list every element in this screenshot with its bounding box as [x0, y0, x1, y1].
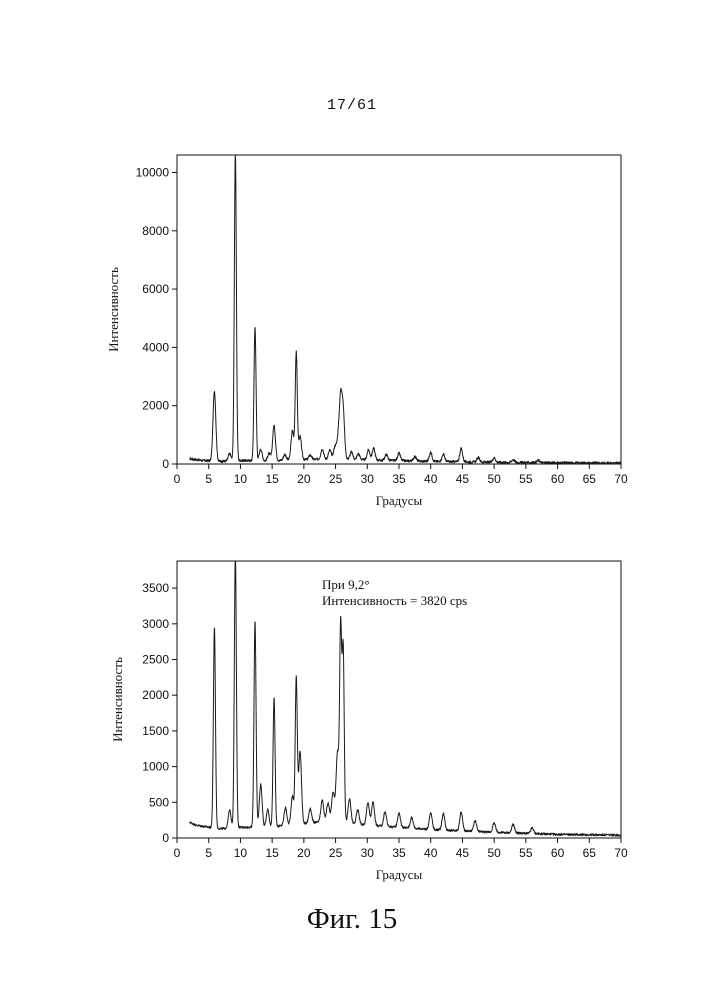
peak-point: [310, 459, 311, 460]
peak-point: [338, 446, 339, 447]
y-tick-label: 2500: [142, 653, 169, 667]
x-tick-label: 35: [392, 472, 406, 486]
y-tick-label: 10000: [136, 165, 170, 179]
chart-2: 0 5 10 15 20 25 30 35 40 45 50 55 60 65 70 0 500 1000 1500…: [110, 561, 628, 883]
x-tick-label: 5: [205, 472, 212, 486]
peak-point: [329, 455, 330, 456]
y-tick-label: 3500: [142, 581, 169, 595]
peak-point: [399, 456, 400, 457]
annotation: Интенсивность = 3820 cps: [322, 593, 467, 608]
peak-point: [327, 820, 328, 821]
peak-point: [267, 820, 268, 821]
y-tick-label: 2000: [142, 688, 169, 702]
x-tick-label: 15: [265, 846, 279, 860]
x-tick-label: 45: [456, 846, 470, 860]
y-tick-label: 8000: [142, 224, 169, 238]
x-tick-label: 35: [392, 846, 406, 860]
peak-point: [333, 809, 334, 810]
peak-point: [229, 820, 230, 821]
x-tick-label: 20: [297, 846, 311, 860]
peak-point: [349, 814, 350, 815]
peak-point: [475, 827, 476, 828]
peak-point: [411, 827, 412, 828]
peak-point: [340, 407, 341, 408]
figure-caption: Фиг. 15: [0, 903, 704, 936]
y-tick-label: 4000: [142, 340, 169, 354]
x-tick-label: 65: [583, 846, 597, 860]
y-tick-label: 6000: [142, 282, 169, 296]
x-tick-label: 30: [361, 472, 375, 486]
peak-point: [399, 823, 400, 824]
peak-point: [461, 819, 462, 820]
peak-point: [285, 820, 286, 821]
diffraction-trace: [190, 155, 621, 464]
peak-point: [322, 453, 323, 454]
x-tick-label: 55: [519, 472, 533, 486]
x-tick-label: 25: [329, 846, 343, 860]
y-tick-label: 1500: [142, 724, 169, 738]
peak-point: [284, 458, 285, 459]
peak-point: [300, 440, 301, 441]
peak-point: [351, 456, 352, 457]
peak-point: [229, 456, 230, 457]
peak-point: [513, 829, 514, 830]
x-axis-title: Градусы: [376, 867, 423, 882]
peak-point: [268, 456, 269, 457]
x-tick-label: 10: [234, 472, 248, 486]
y-tick-label: 0: [162, 457, 169, 471]
chart-1: 0 5 10 15 20 25 30 35 40 45 50 55 60 65 70 0 2000 4000 600…: [106, 155, 628, 509]
x-tick-label: 70: [614, 472, 628, 486]
peak-point: [260, 795, 261, 796]
peak-point: [532, 832, 533, 833]
y-tick-label: 1000: [142, 760, 169, 774]
peak-point: [358, 458, 359, 459]
peak-point: [300, 764, 301, 765]
x-tick-label: 0: [174, 846, 181, 860]
x-tick-label: 60: [551, 472, 565, 486]
plot-frame: [177, 155, 621, 464]
x-tick-label: 20: [297, 472, 311, 486]
peak-point: [494, 828, 495, 829]
x-tick-label: 0: [174, 472, 181, 486]
y-tick-label: 2000: [142, 399, 169, 413]
x-tick-label: 50: [487, 472, 501, 486]
x-tick-label: 40: [424, 472, 438, 486]
peak-point: [386, 458, 387, 459]
peak-point: [385, 823, 386, 824]
y-axis-title: Интенсивность: [106, 267, 121, 352]
annotation: При 9,2°: [322, 577, 370, 592]
x-tick-label: 40: [424, 846, 438, 860]
x-tick-label: 55: [519, 846, 533, 860]
peak-point: [373, 452, 374, 453]
x-axis-title: Градусы: [376, 493, 423, 508]
y-axis-title: Интенсивность: [110, 657, 125, 742]
peak-point: [443, 456, 444, 457]
peak-point: [337, 770, 338, 771]
peak-point: [414, 459, 415, 460]
y-tick-label: 3000: [142, 617, 169, 631]
x-tick-label: 50: [487, 846, 501, 860]
x-tick-label: 30: [361, 846, 375, 860]
peak-point: [367, 815, 368, 816]
peak-point: [357, 823, 358, 824]
peak-point: [368, 453, 369, 454]
peak-point: [372, 814, 373, 815]
peak-point: [430, 821, 431, 822]
peak-point: [310, 823, 311, 824]
x-tick-label: 10: [234, 846, 248, 860]
peak-point: [292, 809, 293, 810]
x-tick-label: 70: [614, 846, 628, 860]
y-tick-label: 0: [162, 831, 169, 845]
peak-point: [334, 452, 335, 453]
x-tick-label: 60: [551, 846, 565, 860]
x-tick-label: 65: [583, 472, 597, 486]
x-tick-label: 25: [329, 472, 343, 486]
y-tick-label: 500: [149, 795, 169, 809]
x-tick-label: 45: [456, 472, 470, 486]
peak-point: [322, 816, 323, 817]
x-tick-label: 5: [205, 846, 212, 860]
x-tick-label: 15: [265, 472, 279, 486]
peak-point: [443, 821, 444, 822]
